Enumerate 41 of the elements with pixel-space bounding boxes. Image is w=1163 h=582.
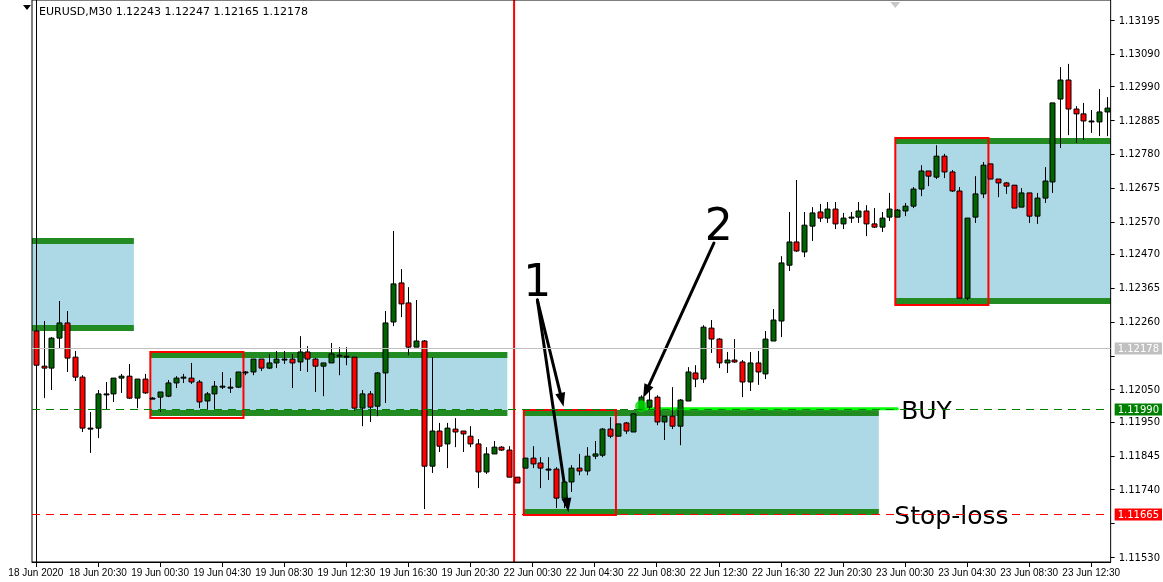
x-tick-label: 19 Jun 08:30 <box>255 566 314 578</box>
y-tick-label: 1.13090 <box>1118 48 1161 60</box>
x-tick-label: 18 Jun 2020 <box>8 566 64 578</box>
ref-line-label: 1.12178 <box>1117 343 1160 354</box>
x-tick-label: 19 Jun 12:30 <box>317 566 376 578</box>
x-tick-label: 18 Jun 20:30 <box>69 566 128 578</box>
annotation: 1 <box>523 254 552 306</box>
ref-line-label: 1.11990 <box>1117 404 1160 415</box>
x-tick-label: 23 Jun 04:30 <box>938 566 997 578</box>
x-tick-label: 23 Jun 08:30 <box>1000 566 1059 578</box>
ref-line-label: 1.11665 <box>1117 509 1160 520</box>
annotation: Stop-loss <box>894 501 1009 531</box>
x-tick-label: 19 Jun 20:30 <box>441 566 500 578</box>
y-tick-label: 1.12470 <box>1118 248 1161 260</box>
x-tick-label: 19 Jun 16:30 <box>379 566 438 578</box>
x-tick-label: 19 Jun 00:30 <box>131 566 190 578</box>
x-tick-label: 22 Jun 00:30 <box>503 566 562 578</box>
x-tick-label: 23 Jun 12:30 <box>1062 566 1121 578</box>
y-tick-label: 1.11845 <box>1118 450 1161 462</box>
x-tick-label: 22 Jun 20:30 <box>814 566 873 578</box>
y-tick-label: 1.11740 <box>1118 483 1161 495</box>
x-tick-label: 23 Jun 00:30 <box>876 566 935 578</box>
annotation: 2 <box>704 198 733 250</box>
x-tick-label: 22 Jun 16:30 <box>751 566 811 578</box>
text: EURUSD,M30 1.12243 1.12247 1.12165 1.12178 <box>39 5 309 18</box>
y-tick-label: 1.11950 <box>1118 416 1161 428</box>
y-tick-label: 1.12990 <box>1118 80 1161 92</box>
y-tick-label: 1.13195 <box>1118 14 1161 26</box>
y-tick-label: 1.12780 <box>1118 148 1161 160</box>
x-tick-label: 22 Jun 08:30 <box>627 566 687 578</box>
y-tick-label: 1.12365 <box>1118 282 1161 294</box>
y-tick-label: 1.12260 <box>1118 316 1161 328</box>
annotation: BUY <box>901 396 953 426</box>
y-tick-label: 1.12675 <box>1118 182 1161 194</box>
x-tick-label: 22 Jun 12:30 <box>689 566 749 578</box>
y-tick-label: 1.11530 <box>1118 551 1161 563</box>
y-tick-label: 1.12570 <box>1118 216 1161 228</box>
y-tick-label: 1.12885 <box>1118 114 1161 126</box>
x-tick-label: 19 Jun 04:30 <box>193 566 252 578</box>
x-tick-label: 22 Jun 04:30 <box>565 566 624 578</box>
y-tick-label: 1.12050 <box>1118 383 1161 395</box>
